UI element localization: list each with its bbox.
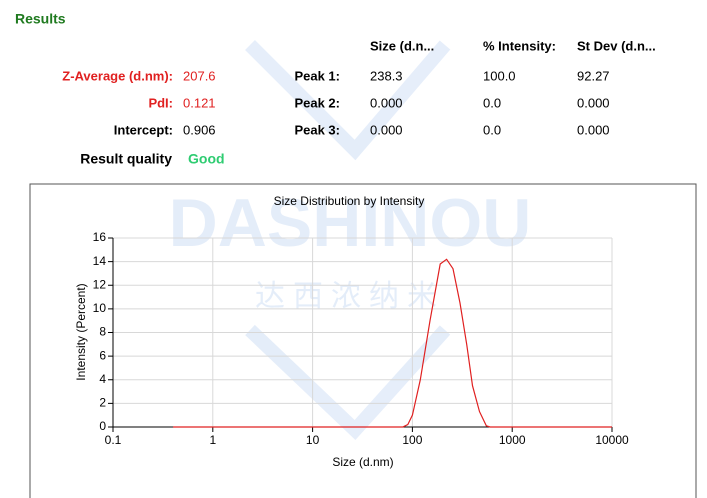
y-axis-label: Intensity (Percent): [74, 283, 88, 380]
y-tick-label: 0: [99, 419, 106, 433]
peak-label: Peak 1:: [294, 68, 340, 83]
x-tick-label: 10000: [595, 433, 629, 447]
chart-title: Size Distribution by Intensity: [274, 194, 425, 208]
watermark-shape: [245, 324, 451, 441]
x-tick-label: 0.1: [105, 433, 122, 447]
summary-value: 0.121: [183, 95, 216, 110]
summary-label: Intercept:: [114, 122, 173, 137]
y-tick-label: 2: [99, 396, 106, 410]
chart-frame: [29, 183, 697, 498]
x-axis-label: Size (d.nm): [332, 455, 393, 469]
y-tick-label: 6: [99, 348, 106, 362]
summary-value: 0.906: [183, 122, 216, 137]
watermark-text: DASHINOU: [169, 185, 532, 261]
summary-label: Z-Average (d.nm):: [62, 68, 173, 83]
x-tick-label: 100: [402, 433, 422, 447]
column-header: % Intensity:: [483, 38, 556, 53]
x-tick-label: 1: [209, 433, 216, 447]
summary-value: 207.6: [183, 68, 216, 83]
column-header: Size (d.n...: [370, 38, 434, 53]
peak-cell: 0.000: [370, 95, 403, 110]
chart: Size Distribution by Intensity Size (d.nm…: [74, 194, 629, 469]
watermark-shape: [245, 40, 451, 161]
y-tick-label: 12: [93, 277, 107, 291]
peak-cell: 0.000: [370, 122, 403, 137]
y-tick-label: 16: [93, 230, 107, 244]
peak-cell: 0.0: [483, 122, 501, 137]
peak-label: Peak 2:: [294, 95, 340, 110]
peak-cell: 100.0: [483, 68, 516, 83]
y-tick-label: 14: [93, 254, 107, 268]
quality-label: Result quality: [80, 151, 172, 167]
data-line: [173, 258, 612, 428]
peak-cell: 0.0: [483, 95, 501, 110]
x-tick-label: 10: [306, 433, 320, 447]
peak-cell: 0.000: [577, 122, 610, 137]
x-tick-label: 1000: [499, 433, 526, 447]
summary-label: PdI:: [148, 95, 173, 110]
column-header: St Dev (d.n...: [577, 38, 656, 53]
y-tick-label: 10: [93, 301, 107, 315]
peak-cell: 0.000: [577, 95, 610, 110]
y-tick-label: 4: [99, 372, 106, 386]
peak-cell: 238.3: [370, 68, 403, 83]
section-title: Results: [15, 11, 66, 27]
peak-label: Peak 3:: [294, 122, 340, 137]
peak-cell: 92.27: [577, 68, 610, 83]
y-tick-label: 8: [99, 325, 106, 339]
quality-value: Good: [188, 151, 225, 167]
